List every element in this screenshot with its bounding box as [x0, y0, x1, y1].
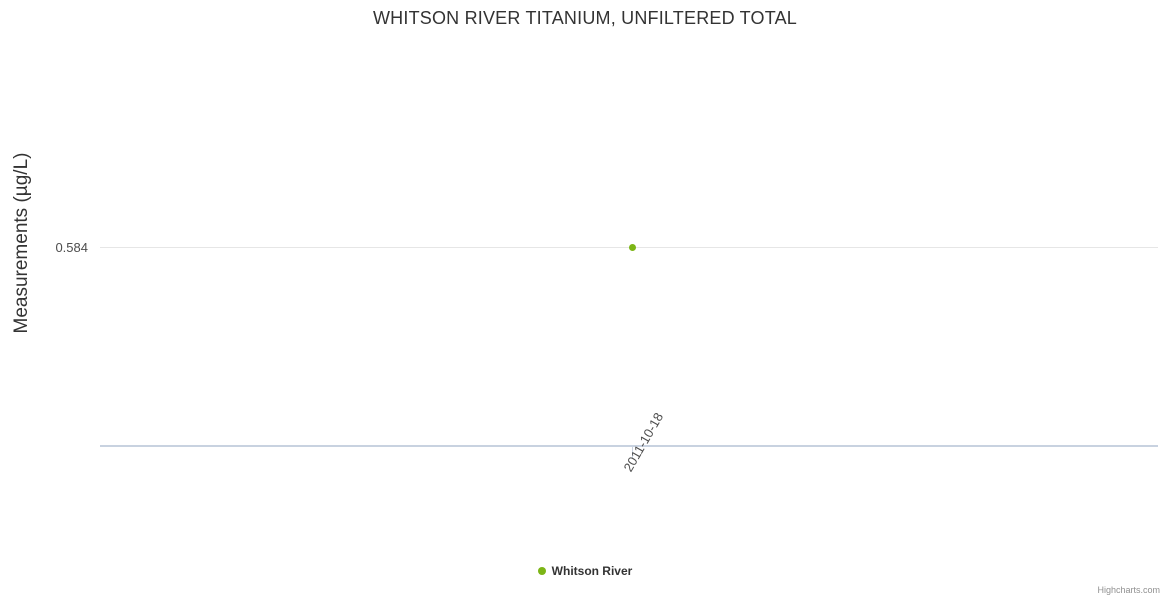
- chart-title: WHITSON RIVER TITANIUM, UNFILTERED TOTAL: [372, 8, 798, 28]
- highcharts-credits-link[interactable]: Highcharts.com: [1097, 585, 1160, 595]
- legend-marker-icon: [537, 567, 546, 575]
- y-axis-tick-label-0: 0.584: [55, 240, 88, 255]
- legend-item-label: Whitson River: [551, 564, 633, 578]
- data-point-whitson-river-0[interactable]: [628, 243, 636, 251]
- y-axis-title: Measurements (µg/L): [11, 152, 32, 334]
- plot-area: [100, 45, 1158, 445]
- legend-item-whitson-river[interactable]: Whitson River: [537, 564, 633, 578]
- chart-legend: Whitson River: [0, 564, 1170, 578]
- x-axis-line: [100, 445, 1158, 447]
- x-axis-tick-mark-0: [632, 447, 633, 458]
